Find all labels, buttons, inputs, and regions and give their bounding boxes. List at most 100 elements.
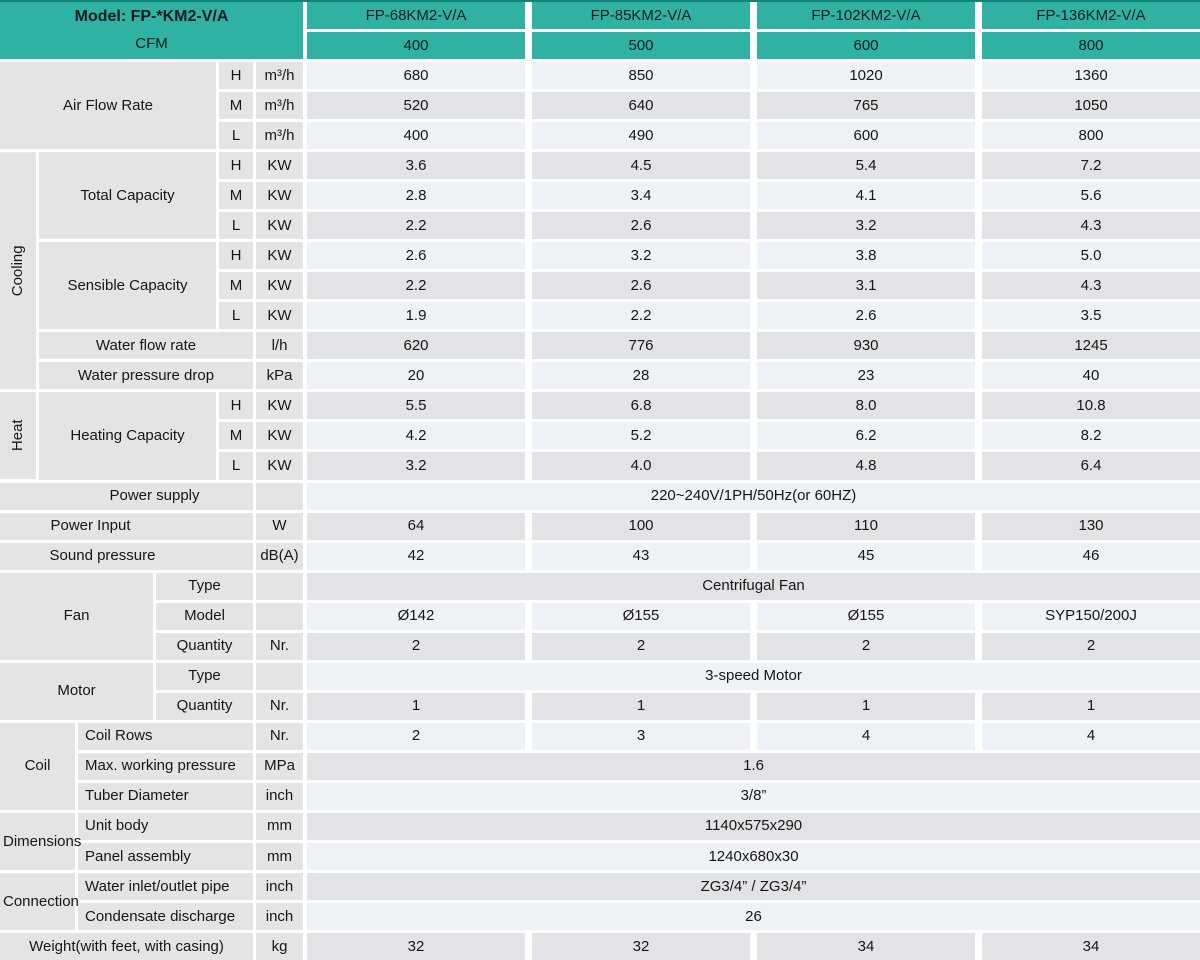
unit-label: inch <box>256 782 303 810</box>
fan-model-value: SYP150/200J <box>982 602 1200 630</box>
max-working-pressure-value: 1.6 <box>307 752 1200 780</box>
fan-type-label: Type <box>156 572 253 600</box>
unit-label: KW <box>256 302 303 330</box>
unit-label: KW <box>256 152 303 180</box>
heating-value: 4.2 <box>307 422 525 450</box>
capacity-value: 2.6 <box>532 272 750 300</box>
unit-label: inch <box>256 902 303 930</box>
water-pressure-value: 20 <box>307 362 525 390</box>
fan-quantity-value: 2 <box>757 632 975 660</box>
heating-value: 6.8 <box>532 392 750 420</box>
fan-group-label: Fan <box>0 572 153 660</box>
coil-group-label: Coil <box>0 722 75 810</box>
motor-quantity-value: 1 <box>982 692 1200 720</box>
unit-label: KW <box>256 272 303 300</box>
power-input-value: 110 <box>757 512 975 540</box>
fan-quantity-value: 2 <box>307 632 525 660</box>
condensate-value: 26 <box>307 902 1200 930</box>
motor-type-value: 3-speed Motor <box>307 662 1200 690</box>
fan-model-value: Ø155 <box>757 602 975 630</box>
unit-body-label: Unit body <box>78 812 253 840</box>
heating-value: 5.2 <box>532 422 750 450</box>
capacity-value: 1.9 <box>307 302 525 330</box>
unit-label-blank <box>256 602 303 630</box>
sound-pressure-value: 42 <box>307 542 525 570</box>
fan-speed-label: L <box>219 122 253 150</box>
air-flow-value: 490 <box>532 122 750 150</box>
air-flow-value: 765 <box>757 92 975 120</box>
unit-label: m³/h <box>256 62 303 90</box>
unit-label-blank <box>256 662 303 690</box>
water-pipe-value: ZG3/4” / ZG3/4” <box>307 872 1200 900</box>
tuber-diameter-value: 3/8” <box>307 782 1200 810</box>
motor-quantity-value: 1 <box>532 692 750 720</box>
model-header-title: Model: FP-*KM2-V/A <box>74 7 229 25</box>
fan-speed-label: M <box>219 422 253 450</box>
heating-value: 5.5 <box>307 392 525 420</box>
water-pressure-value: 40 <box>982 362 1200 390</box>
water-pressure-value: 23 <box>757 362 975 390</box>
heating-value: 8.2 <box>982 422 1200 450</box>
capacity-value: 7.2 <box>982 152 1200 180</box>
capacity-value: 3.2 <box>532 242 750 270</box>
unit-label-blank <box>256 572 303 600</box>
fan-type-value: Centrifugal Fan <box>307 572 1200 600</box>
fan-model-value: Ø142 <box>307 602 525 630</box>
motor-group-label: Motor <box>0 662 153 720</box>
motor-quantity-value: 1 <box>307 692 525 720</box>
capacity-value: 5.0 <box>982 242 1200 270</box>
tuber-diameter-label: Tuber Diameter <box>78 782 253 810</box>
cfm-value: 500 <box>532 32 750 60</box>
unit-label: KW <box>256 392 303 420</box>
sound-pressure-value: 46 <box>982 542 1200 570</box>
heating-value: 6.4 <box>982 452 1200 480</box>
air-flow-value: 640 <box>532 92 750 120</box>
air-flow-rate-label: Air Flow Rate <box>0 62 216 150</box>
capacity-value: 3.4 <box>532 182 750 210</box>
unit-label: m³/h <box>256 122 303 150</box>
fan-speed-label: L <box>219 452 253 480</box>
capacity-value: 3.1 <box>757 272 975 300</box>
capacity-value: 2.6 <box>757 302 975 330</box>
motor-quantity-label: Quantity <box>156 692 253 720</box>
water-pressure-drop-label: Water pressure drop <box>39 362 253 390</box>
unit-label: Nr. <box>256 692 303 720</box>
cfm-value: 400 <box>307 32 525 60</box>
heating-value: 10.8 <box>982 392 1200 420</box>
heating-value: 3.2 <box>307 452 525 480</box>
air-flow-value: 680 <box>307 62 525 90</box>
unit-label-blank <box>256 482 303 510</box>
water-flow-value: 930 <box>757 332 975 360</box>
unit-label: KW <box>256 422 303 450</box>
unit-label: MPa <box>256 752 303 780</box>
power-input-label: Power Input <box>0 512 253 540</box>
fan-speed-label: L <box>219 212 253 240</box>
unit-label: mm <box>256 812 303 840</box>
fan-speed-label: H <box>219 242 253 270</box>
fan-model-value: Ø155 <box>532 602 750 630</box>
water-flow-value: 776 <box>532 332 750 360</box>
model-column-header: FP-102KM2-V/A <box>757 2 975 30</box>
weight-label: Weight(with feet, with casing) <box>0 932 253 960</box>
heating-value: 4.0 <box>532 452 750 480</box>
capacity-value: 2.8 <box>307 182 525 210</box>
capacity-value: 5.4 <box>757 152 975 180</box>
capacity-value: 2.6 <box>307 242 525 270</box>
sensible-capacity-label: Sensible Capacity <box>39 242 216 330</box>
air-flow-value: 400 <box>307 122 525 150</box>
unit-label: Nr. <box>256 722 303 750</box>
water-flow-value: 1245 <box>982 332 1200 360</box>
capacity-value: 4.1 <box>757 182 975 210</box>
heating-value: 4.8 <box>757 452 975 480</box>
sound-pressure-value: 43 <box>532 542 750 570</box>
heating-value: 6.2 <box>757 422 975 450</box>
unit-label: KW <box>256 452 303 480</box>
capacity-value: 3.6 <box>307 152 525 180</box>
air-flow-value: 1050 <box>982 92 1200 120</box>
motor-quantity-value: 1 <box>757 692 975 720</box>
fan-speed-label: M <box>219 272 253 300</box>
unit-label: kPa <box>256 362 303 390</box>
unit-body-value: 1140x575x290 <box>307 812 1200 840</box>
power-input-value: 64 <box>307 512 525 540</box>
